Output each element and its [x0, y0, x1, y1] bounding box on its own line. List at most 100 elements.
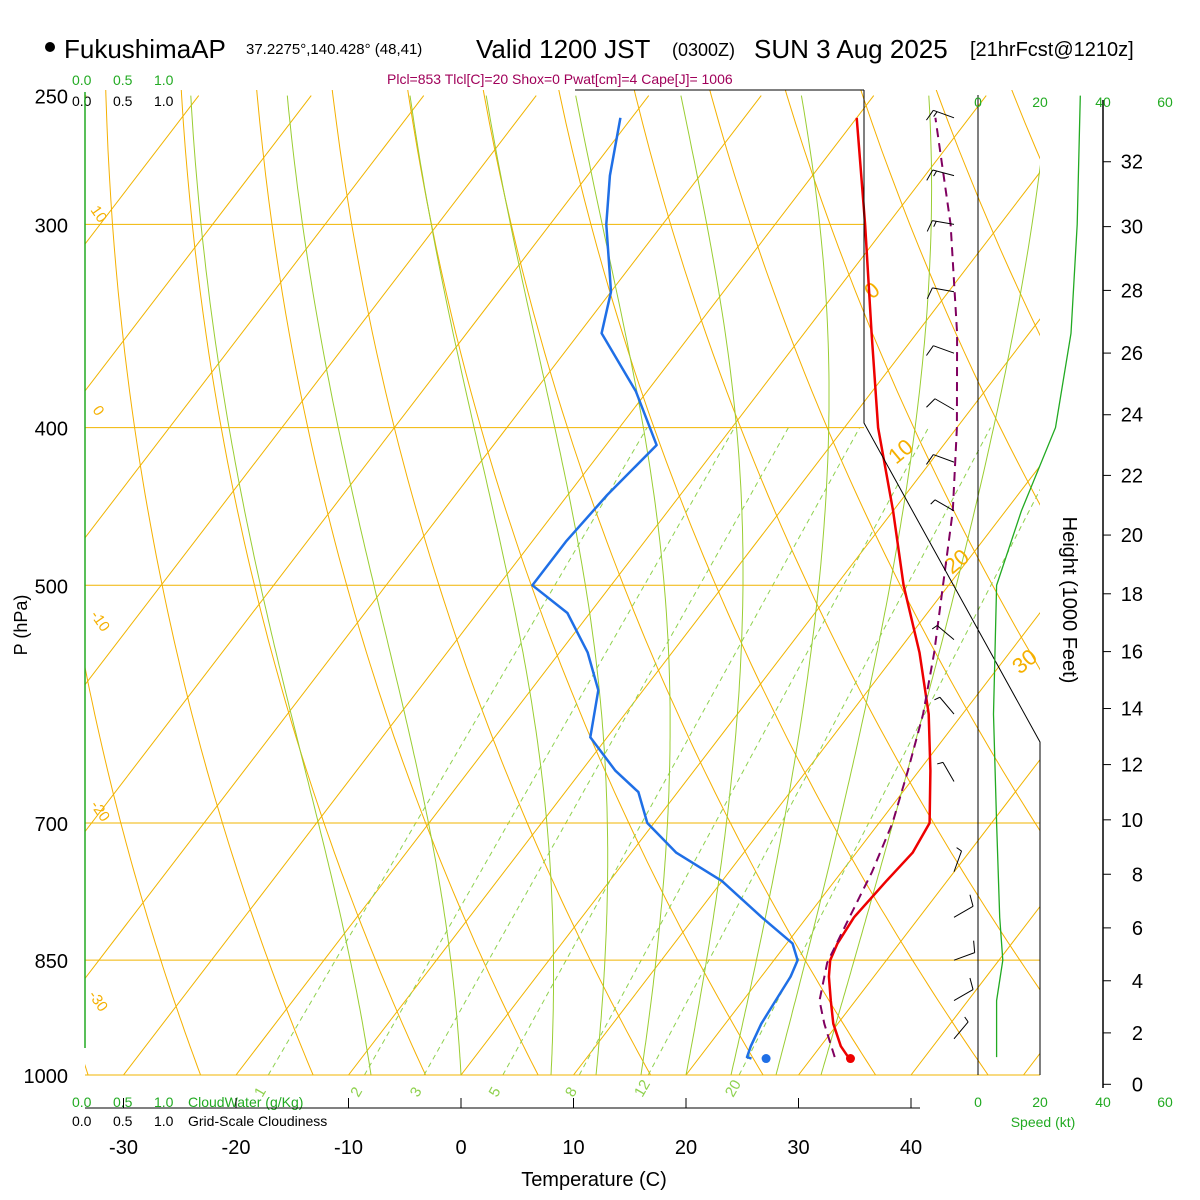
wind-barb-staff — [942, 762, 955, 782]
dry-adiabat-label: 20 — [939, 544, 974, 579]
isotherm-line — [1023, 1052, 1040, 1075]
cloudiness-bottom-tick: 0.0 — [72, 1113, 92, 1129]
pressure-ticks: 250 300 400 500 700 850 1000 — [24, 87, 69, 1088]
height-tick-label: 20 — [1121, 525, 1143, 547]
height-tick-label: 14 — [1121, 699, 1143, 721]
wind-barb-flag — [926, 169, 934, 181]
dry-adiabat-line — [1152, 67, 1200, 1110]
pressure-tick-label: 1000 — [24, 1066, 69, 1088]
moist-adiabat-line — [485, 95, 609, 1075]
wind-barb-staff — [953, 989, 974, 1001]
speed-top-tick: 60 — [1157, 94, 1173, 110]
cloudiness-top-tick: 0.0 — [72, 93, 92, 109]
temperature-tick-label: -10 — [334, 1137, 363, 1159]
cloudwater-bottom-tick: 0.5 — [113, 1094, 133, 1110]
height-tick-label: 6 — [1132, 918, 1143, 940]
dry-adiabat-line — [180, 90, 427, 1075]
wind-barb-flag — [926, 220, 933, 232]
mixing-ratio-label: 20 — [722, 1077, 745, 1100]
mixing-ratio-label: 3 — [407, 1084, 426, 1100]
wind-barb-staff — [953, 850, 962, 872]
wind-barb-flag — [926, 454, 934, 465]
wind-barb-flag — [969, 977, 974, 990]
wind-barb-flag — [930, 499, 936, 505]
speed-top-tick: 40 — [1095, 94, 1111, 110]
height-tick-label: 28 — [1121, 280, 1143, 302]
temperature-tick-label: -30 — [109, 1137, 138, 1159]
temperature-line — [827, 117, 932, 1058]
mixing-ratio-label: 5 — [486, 1084, 505, 1100]
pressure-tick-label: 300 — [35, 215, 68, 237]
dry-adiabat-line — [784, 90, 1040, 671]
temperature-tick-label: 20 — [675, 1137, 697, 1159]
valid-utc: (0300Z) — [672, 40, 735, 60]
dry-adiabat-line — [331, 90, 652, 1075]
valid-date: SUN 3 Aug 2025 — [754, 34, 948, 64]
speed-bottom-tick: 40 — [1095, 1094, 1111, 1110]
isotherm-line — [85, 95, 425, 539]
wind-barb-flag — [937, 761, 944, 765]
pressure-tick-label: 400 — [35, 419, 68, 441]
cloudwater-label: CloudWater (g/Kg) — [188, 1094, 303, 1110]
dry-adiabat-label: 10 — [87, 203, 110, 226]
wind-barb-staff — [953, 905, 974, 918]
dry-adiabat-line — [709, 90, 1040, 832]
height-axis-label: Height (1000 Feet) — [1058, 517, 1080, 684]
cloudwater-top-ticks: 0.0 0.5 1.0 — [72, 72, 174, 88]
dry-adiabat-label: -10 — [87, 608, 113, 636]
wind-barb-staff — [953, 952, 975, 961]
mixing-ratio-labels: 1 2 3 5 8 12 20 — [251, 1077, 745, 1100]
dry-adiabat-label: -30 — [85, 988, 111, 1016]
wind-speed-line — [992, 95, 1081, 1058]
station-dot-icon — [45, 42, 55, 52]
parcel-line — [818, 117, 959, 1058]
wind-speed-profile — [992, 95, 1081, 1058]
pressure-tick-label: 850 — [35, 951, 68, 973]
cloudiness-label: Grid-Scale Cloudiness — [188, 1113, 327, 1129]
height-tick-label: 22 — [1121, 465, 1143, 487]
wind-barb-staff — [953, 1021, 969, 1040]
cloudiness-top-ticks: 0.0 0.5 1.0 — [72, 93, 174, 109]
cloudiness-bottom-tick: 0.5 — [113, 1113, 133, 1129]
wind-barb-flag — [926, 110, 934, 121]
dry-adiabat-label: 0 — [859, 277, 884, 304]
height-tick-label: 24 — [1121, 405, 1143, 427]
height-tick-label: 16 — [1121, 642, 1143, 664]
height-tick-label: 0 — [1132, 1074, 1143, 1096]
wind-barb-flag — [933, 111, 938, 117]
plot-right-border — [863, 90, 1041, 1075]
speed-top-tick: 0 — [974, 94, 982, 110]
height-tick-label: 10 — [1121, 810, 1143, 832]
wind-barb-flag — [926, 398, 936, 408]
forecast-info: [21hrFcst@1210z] — [970, 39, 1134, 61]
dry-adiabat-line — [482, 90, 877, 1075]
wind-barb-flag — [931, 625, 938, 630]
cloudwater-bottom-tick: 1.0 — [154, 1094, 174, 1110]
dry-adiabat-line — [407, 90, 764, 1075]
pressure-tick-label: 500 — [35, 576, 68, 598]
moist-adiabat-lines — [190, 95, 1040, 1075]
temperature-tick-label: 30 — [787, 1137, 809, 1159]
speed-top-ticks: 0 20 40 60 — [974, 94, 1173, 110]
cloudwater-bottom-scale: 0.0 0.5 1.0 CloudWater (g/Kg) — [72, 1094, 303, 1110]
station-name: FukushimaAP — [64, 34, 226, 64]
wind-barb-flag — [964, 1016, 969, 1023]
height-tick-label: 12 — [1121, 755, 1143, 777]
dry-adiabat-label: 0 — [89, 403, 108, 420]
moist-adiabat-line — [190, 95, 372, 1075]
temperature-tick-label: 40 — [900, 1137, 922, 1159]
surface-markers — [761, 1054, 855, 1064]
mixing-ratio-line — [578, 427, 929, 1075]
wind-barb-flag — [973, 940, 976, 953]
x-axis-label: Temperature (C) — [521, 1169, 667, 1191]
cloudwater-bottom-tick: 0.0 — [72, 1094, 92, 1110]
wind-barb-staff — [936, 625, 955, 641]
station-coords: 37.2275°,140.428° (48,41) — [246, 41, 422, 58]
mixing-ratio-label: 2 — [347, 1084, 366, 1100]
wind-barb-staff — [933, 109, 955, 119]
height-tick-label: 26 — [1121, 343, 1143, 365]
mixing-ratio-label: 8 — [562, 1084, 581, 1100]
dry-adiabat-line — [633, 90, 1040, 991]
cloudiness-bottom-scale: 0.0 0.5 1.0 Grid-Scale Cloudiness — [72, 1113, 327, 1129]
